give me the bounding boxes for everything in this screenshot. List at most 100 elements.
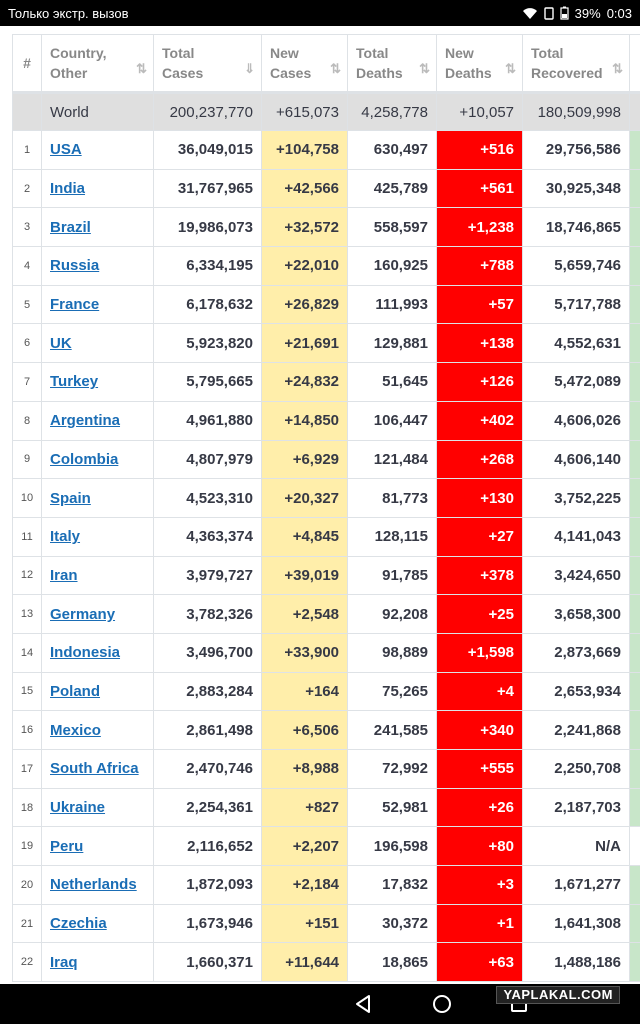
country-link[interactable]: France — [50, 296, 100, 314]
country-link[interactable]: Poland — [50, 682, 101, 700]
total-deaths-cell: 425,789 — [347, 168, 437, 209]
rank-cell: 14 — [12, 632, 42, 673]
table-row: 15 Poland 2,883,284 +164 75,265 +4 2,653,934 — [12, 671, 640, 712]
new-deaths-cell: +138 — [436, 323, 523, 364]
header-rank[interactable]: # — [12, 34, 42, 94]
country-link[interactable]: UK — [50, 334, 72, 352]
total-cases-cell: 1,660,371 — [153, 942, 262, 983]
active-cell — [629, 246, 640, 286]
total-recovered-cell: 3,752,225 — [522, 478, 630, 518]
table-row: 9 Colombia 4,807,979 +6,929 121,484 +268 4,606… — [12, 439, 640, 480]
country-link[interactable]: Ukraine — [50, 799, 106, 817]
country-link[interactable]: Indonesia — [50, 644, 121, 662]
country-cell: Colombia — [41, 439, 154, 480]
country-link[interactable]: Peru — [50, 837, 84, 855]
total-cases-cell: 31,767,965 — [153, 168, 262, 209]
world-total-recovered: 180,509,998 — [522, 92, 630, 131]
header-new-cases-label: New Cases — [270, 45, 312, 81]
back-icon[interactable] — [352, 993, 374, 1020]
table-row: 4 Russia 6,334,195 +22,010 160,925 +788 5,659,… — [12, 246, 640, 286]
total-deaths-cell: 106,447 — [347, 400, 437, 441]
active-cell — [629, 865, 640, 905]
new-deaths-cell: +340 — [436, 710, 523, 750]
country-link[interactable]: Spain — [50, 489, 91, 507]
country-link[interactable]: USA — [50, 141, 82, 159]
country-link[interactable]: Brazil — [50, 218, 91, 236]
total-deaths-cell: 17,832 — [347, 865, 437, 905]
new-deaths-cell: +126 — [436, 362, 523, 402]
rank-cell: 22 — [12, 942, 42, 983]
header-total-cases[interactable]: Total Cases ⇓ — [153, 34, 262, 94]
new-cases-cell: +42,566 — [261, 168, 348, 209]
country-cell: Spain — [41, 478, 154, 518]
total-recovered-cell: 5,659,746 — [522, 246, 630, 286]
new-cases-cell: +151 — [261, 903, 348, 944]
new-cases-cell: +21,691 — [261, 323, 348, 364]
country-link[interactable]: Italy — [50, 528, 81, 546]
total-recovered-cell: 2,653,934 — [522, 671, 630, 712]
world-total-cases: 200,237,770 — [153, 92, 262, 131]
header-country[interactable]: Country, Other ⇅ — [41, 34, 154, 94]
new-deaths-cell: +1,238 — [436, 207, 523, 248]
active-cell — [629, 284, 640, 325]
active-cell — [629, 516, 640, 557]
new-cases-cell: +6,929 — [261, 439, 348, 480]
country-link[interactable]: Mexico — [50, 721, 101, 739]
country-cell: Iran — [41, 555, 154, 596]
header-active-cases[interactable] — [629, 34, 640, 94]
total-cases-cell: 2,254,361 — [153, 787, 262, 828]
header-new-deaths[interactable]: New Deaths ⇅ — [436, 34, 523, 94]
total-recovered-cell: 2,241,868 — [522, 710, 630, 750]
new-deaths-cell: +3 — [436, 865, 523, 905]
new-deaths-cell: +402 — [436, 400, 523, 441]
header-total-recovered-label: Total Recovered — [531, 45, 603, 81]
country-cell: Ukraine — [41, 787, 154, 828]
total-recovered-cell: 1,641,308 — [522, 903, 630, 944]
header-total-recovered[interactable]: Total Recovered ⇅ — [522, 34, 630, 94]
new-cases-cell: +2,184 — [261, 865, 348, 905]
table-header: # Country, Other ⇅ Total Cases ⇓ New Cases… — [12, 34, 640, 94]
active-cell — [629, 671, 640, 712]
country-link[interactable]: Russia — [50, 257, 100, 275]
header-new-cases[interactable]: New Cases ⇅ — [261, 34, 348, 94]
table-row: 14 Indonesia 3,496,700 +33,900 98,889 +1,598 2… — [12, 632, 640, 673]
header-total-deaths-label: Total Deaths — [356, 45, 403, 81]
total-cases-cell: 4,523,310 — [153, 478, 262, 518]
total-deaths-cell: 129,881 — [347, 323, 437, 364]
total-deaths-cell: 92,208 — [347, 594, 437, 634]
status-icons: 39% 0:03 — [522, 6, 632, 21]
world-new-cases: +615,073 — [261, 92, 348, 131]
country-link[interactable]: Iran — [50, 566, 78, 584]
rank-cell: 1 — [12, 130, 42, 170]
total-deaths-cell: 241,585 — [347, 710, 437, 750]
country-link[interactable]: Iraq — [50, 953, 78, 971]
country-link[interactable]: Czechia — [50, 915, 107, 933]
total-recovered-cell: 4,606,140 — [522, 439, 630, 480]
new-cases-cell: +22,010 — [261, 246, 348, 286]
status-bar: Только экстр. вызов 39% 0:03 — [0, 0, 640, 26]
table-row: 3 Brazil 19,986,073 +32,572 558,597 +1,238 18,… — [12, 207, 640, 248]
country-cell: France — [41, 284, 154, 325]
total-deaths-cell: 630,497 — [347, 130, 437, 170]
table-row: 20 Netherlands 1,872,093 +2,184 17,832 +3 1,67… — [12, 865, 640, 905]
active-cell — [629, 400, 640, 441]
country-cell: Peru — [41, 826, 154, 867]
country-link[interactable]: South Africa — [50, 760, 139, 778]
country-link[interactable]: India — [50, 180, 86, 198]
country-link[interactable]: Netherlands — [50, 876, 137, 894]
total-cases-cell: 3,782,326 — [153, 594, 262, 634]
total-recovered-cell: 1,488,186 — [522, 942, 630, 983]
active-cell — [629, 130, 640, 170]
new-cases-cell: +33,900 — [261, 632, 348, 673]
header-total-deaths[interactable]: Total Deaths ⇅ — [347, 34, 437, 94]
total-cases-cell: 6,334,195 — [153, 246, 262, 286]
carrier-text: Только экстр. вызов — [8, 5, 129, 21]
table-row: 17 South Africa 2,470,746 +8,988 72,992 +555 2… — [12, 749, 640, 789]
new-deaths-cell: +80 — [436, 826, 523, 867]
home-icon[interactable] — [431, 993, 453, 1020]
rank-cell: 11 — [12, 516, 42, 557]
country-link[interactable]: Argentina — [50, 412, 121, 430]
country-link[interactable]: Turkey — [50, 373, 99, 391]
country-link[interactable]: Colombia — [50, 450, 119, 468]
country-link[interactable]: Germany — [50, 605, 116, 623]
